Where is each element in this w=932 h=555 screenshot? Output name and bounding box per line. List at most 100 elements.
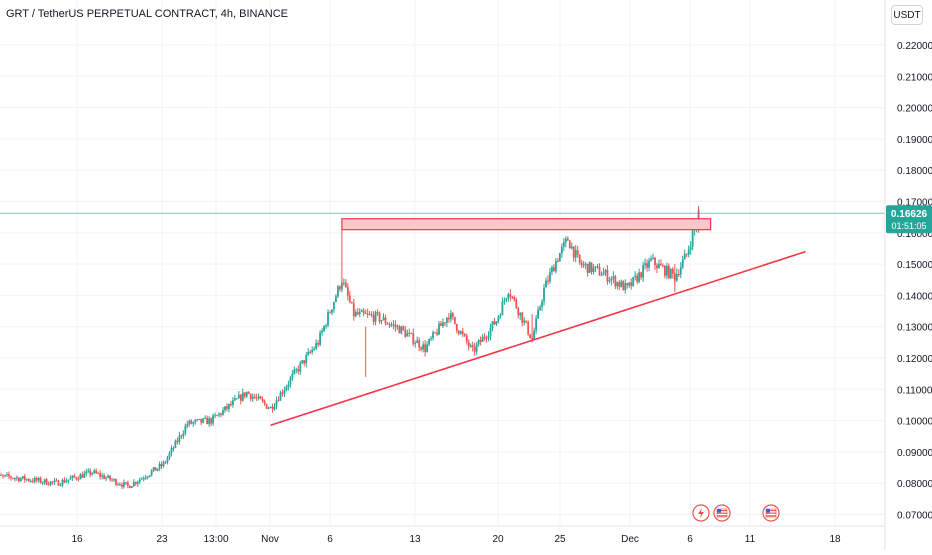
x-tick-label: 25 xyxy=(554,534,566,545)
candle-body xyxy=(55,480,58,482)
candle-body xyxy=(233,398,236,401)
ascending-trendline[interactable] xyxy=(270,250,806,427)
flag-canton xyxy=(766,509,770,513)
x-tick-label: Dec xyxy=(621,534,639,545)
candle-body xyxy=(564,238,567,243)
candle-body xyxy=(43,479,46,483)
candle-body xyxy=(519,312,522,316)
candle-body xyxy=(529,334,532,339)
candle-body xyxy=(574,250,577,258)
candle-body xyxy=(489,327,492,336)
y-tick-label: 0.08000 xyxy=(897,479,932,490)
candle-body xyxy=(400,326,403,334)
candle-body xyxy=(541,301,543,308)
x-tick-label: 13:00 xyxy=(203,534,228,545)
candle-body xyxy=(376,312,379,314)
candle-body xyxy=(99,473,102,477)
resistance-zone[interactable] xyxy=(341,218,712,231)
candle-body xyxy=(463,333,466,336)
candle-body xyxy=(162,462,165,467)
candle-body xyxy=(216,415,218,417)
candle-body xyxy=(525,320,528,323)
candle-body xyxy=(49,481,52,485)
candle-body xyxy=(596,266,599,268)
candle-body xyxy=(539,307,541,310)
candle-body xyxy=(184,426,187,434)
candle-body xyxy=(475,344,478,352)
candle-body xyxy=(19,478,22,482)
candle-body xyxy=(586,263,589,273)
candle-body xyxy=(231,400,234,405)
candle-body xyxy=(570,246,573,249)
candle-body xyxy=(360,310,363,312)
candle-body xyxy=(333,301,335,310)
y-tick-label: 0.22000 xyxy=(897,41,932,52)
candle-body xyxy=(154,467,157,471)
candle-body xyxy=(436,332,438,335)
candle-body xyxy=(218,413,220,416)
bar-countdown-label: 01:51:05 xyxy=(891,221,926,231)
us-flag-event-icon[interactable] xyxy=(762,504,780,522)
candle-body xyxy=(101,475,104,477)
candle-body xyxy=(434,332,436,334)
candle-body xyxy=(41,482,44,484)
candle-body xyxy=(247,391,250,394)
candle-body xyxy=(620,281,623,287)
candle-body xyxy=(438,323,440,335)
candle-body xyxy=(566,238,569,241)
candle-body xyxy=(449,313,452,320)
dividend-lightning-icon[interactable] xyxy=(692,504,710,522)
drawings[interactable] xyxy=(270,218,806,427)
candle-body xyxy=(366,313,369,315)
candle-body xyxy=(592,267,595,273)
candle-body xyxy=(321,330,323,333)
candle-body xyxy=(39,478,42,483)
candle-body xyxy=(495,321,498,325)
candle-body xyxy=(158,464,161,469)
candle-body xyxy=(675,273,678,281)
candle-body xyxy=(497,316,500,322)
candle-body xyxy=(588,262,591,273)
candle-body xyxy=(388,324,391,326)
candle-body xyxy=(190,420,193,424)
x-tick-label: 6 xyxy=(327,534,333,545)
candle-body xyxy=(410,332,413,334)
candle-body xyxy=(253,396,256,398)
candle-body xyxy=(319,332,321,345)
x-tick-label: 16 xyxy=(71,534,83,545)
candle-body xyxy=(509,294,512,297)
y-tick-label: 0.13000 xyxy=(897,323,932,334)
candle-body xyxy=(600,275,603,277)
candle-body xyxy=(553,267,555,272)
candle-body xyxy=(451,313,454,317)
currency-button[interactable]: USDT xyxy=(891,5,923,25)
y-tick-label: 0.16000 xyxy=(897,229,932,240)
candle-body xyxy=(555,260,557,272)
candle-body xyxy=(27,479,30,481)
candle-body xyxy=(305,355,308,364)
candle-body xyxy=(109,475,111,480)
candle-body xyxy=(457,330,460,334)
candle-body xyxy=(130,486,133,488)
candle-body xyxy=(551,267,553,273)
event-markers[interactable] xyxy=(692,504,780,522)
candle-body xyxy=(67,479,70,481)
candle-body xyxy=(650,258,652,261)
candle-body xyxy=(196,419,199,421)
candle-body xyxy=(578,254,581,263)
candle-body xyxy=(103,475,105,479)
chart-title: GRT / TetherUS PERPETUAL CONTRACT, 4h, B… xyxy=(6,8,289,20)
candle-body xyxy=(642,265,645,278)
us-flag-event-icon[interactable] xyxy=(713,504,731,522)
candle-body xyxy=(428,339,430,345)
candle-body xyxy=(265,403,268,409)
candle-body xyxy=(277,400,280,402)
candle-body xyxy=(378,312,381,322)
candle-body xyxy=(648,260,650,268)
flag-stripe xyxy=(766,510,776,512)
candle-body xyxy=(501,301,504,316)
candle-body xyxy=(73,475,76,478)
candle-body xyxy=(384,317,387,324)
candle-body xyxy=(636,275,639,282)
